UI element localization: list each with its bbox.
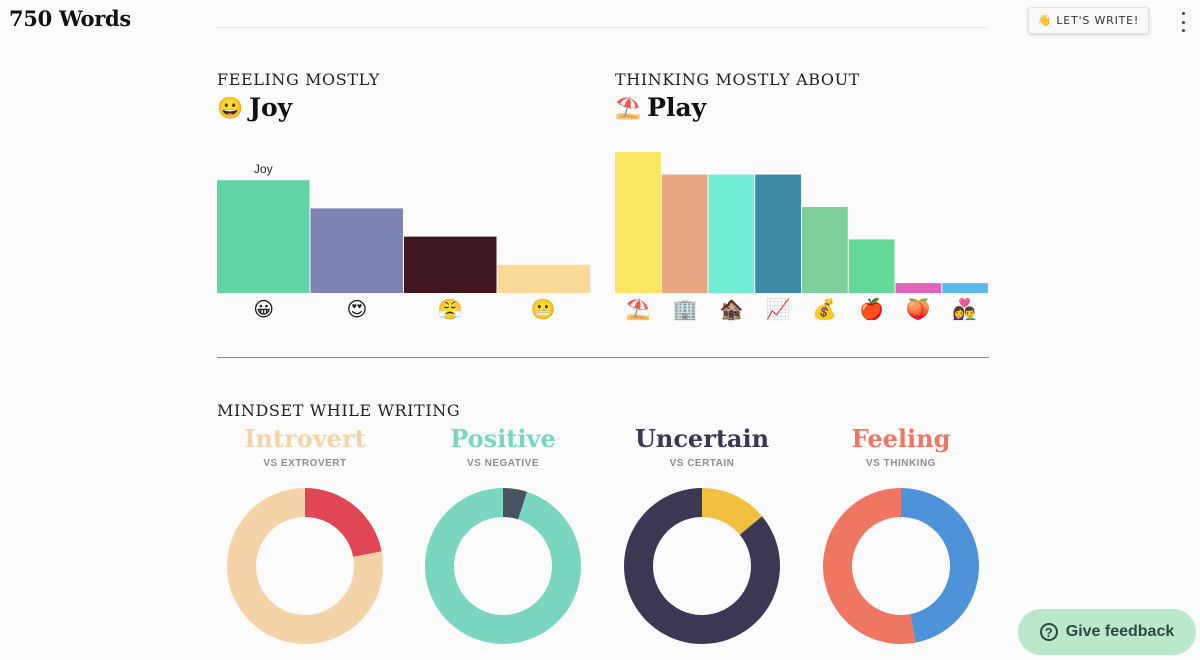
lets-write-button[interactable]: 👋 LET'S WRITE! <box>1028 7 1149 34</box>
thinking-bar <box>661 174 708 293</box>
thinking-category-icons: ⛱️ 🏢 🏚️ 📈 💰 🍎 🍑 👩‍❤️‍👨 <box>615 294 988 324</box>
thinking-bar <box>895 283 942 293</box>
thinking-category-icon: 💰 <box>812 297 838 321</box>
mindset-uncertain: Uncertain VS CERTAIN <box>602 423 802 469</box>
feeling-slice-thinking <box>901 488 979 643</box>
feeling-category-icons: 😀 😍 😤 😬 <box>217 294 590 324</box>
mindset-introvert: Introvert VS EXTROVERT <box>205 423 405 469</box>
question-circle-icon: ? <box>1039 623 1058 641</box>
feeling-slice-feeling <box>823 488 916 644</box>
feeling-bar <box>310 208 403 293</box>
thinking-category-icon: 🍎 <box>858 297 884 321</box>
mindset-label: MINDSET WHILE WRITING <box>217 401 461 420</box>
thinking-value: ⛱️ Play <box>615 93 706 122</box>
thinking-bar <box>942 283 988 293</box>
mindset-subtitle: VS THINKING <box>866 458 936 469</box>
beach-umbrella-icon: ⛱️ <box>615 94 642 120</box>
thinking-category-icon: 👩‍❤️‍👨 <box>952 297 978 321</box>
introvert-slice-introvert <box>227 488 383 644</box>
mindset-title: Positive <box>450 424 556 453</box>
feeling-bar <box>217 180 310 293</box>
introvert-donut-chart <box>227 488 383 644</box>
feeling-category-icon: 😀 <box>253 297 275 321</box>
kebab-menu-icon[interactable] <box>1180 12 1186 32</box>
thinking-category-icon: 🏚️ <box>719 297 745 321</box>
feeling-category-icon: 😤 <box>437 297 463 321</box>
feeling-value-text: Joy <box>249 93 293 122</box>
mindset-title: Uncertain <box>634 424 770 453</box>
positive-donut-chart <box>425 488 581 644</box>
thinking-bar <box>755 174 801 293</box>
thinking-category-icon: ⛱️ <box>625 297 651 321</box>
waving-hand-icon: 👋 <box>1037 14 1053 27</box>
introvert-slice-extrovert <box>305 488 382 557</box>
positive-slice-positive <box>425 488 581 644</box>
uncertain-donut-chart <box>624 488 780 644</box>
feeling-bar <box>404 236 497 293</box>
thinking-bar <box>615 152 661 293</box>
header-divider <box>217 27 988 28</box>
thinking-category-icon: 🏢 <box>672 297 698 321</box>
feeling-value: 😀 Joy <box>217 93 292 122</box>
mindset-subtitle: VS CERTAIN <box>669 458 735 469</box>
feeling-category-icon: 😬 <box>530 297 556 321</box>
feeling-label: FEELING MOSTLY <box>217 70 380 89</box>
thinking-category-icon: 🍑 <box>905 297 931 321</box>
thinking-bar <box>708 174 755 293</box>
mindset-subtitle: VS EXTROVERT <box>263 458 347 469</box>
feeling-bar <box>497 264 590 293</box>
thinking-bar <box>802 206 848 293</box>
thinking-bar <box>848 239 895 293</box>
thinking-label: THINKING MOSTLY ABOUT <box>615 70 860 89</box>
mindset-positive: Positive VS NEGATIVE <box>403 423 603 469</box>
uncertain-slice-uncertain <box>624 488 780 644</box>
thinking-value-text: Play <box>647 93 707 122</box>
thinking-category-icon: 📈 <box>765 297 791 321</box>
app-logo[interactable]: 750 Words <box>9 6 131 31</box>
section-divider <box>217 357 989 358</box>
mindset-subtitle: VS NEGATIVE <box>467 458 539 469</box>
give-feedback-button[interactable]: ? Give feedback <box>1018 609 1196 655</box>
mindset-title: Feeling <box>851 424 951 453</box>
give-feedback-label: Give feedback <box>1065 623 1175 640</box>
mindset-feeling: Feeling VS THINKING <box>801 423 1001 469</box>
positive-slice-negative <box>503 488 528 520</box>
feeling-bar-chart: Joy <box>217 162 590 293</box>
feeling-emoji-icon: 😀 <box>217 94 244 120</box>
thinking-bar-chart <box>615 152 988 293</box>
mindset-title: Introvert <box>244 424 366 453</box>
feeling-donut-chart <box>823 488 979 644</box>
uncertain-slice-certain <box>702 488 763 535</box>
lets-write-label: LET'S WRITE! <box>1056 14 1140 27</box>
feeling-category-icon: 😍 <box>346 297 368 321</box>
feeling-bar-label: Joy <box>254 162 273 176</box>
